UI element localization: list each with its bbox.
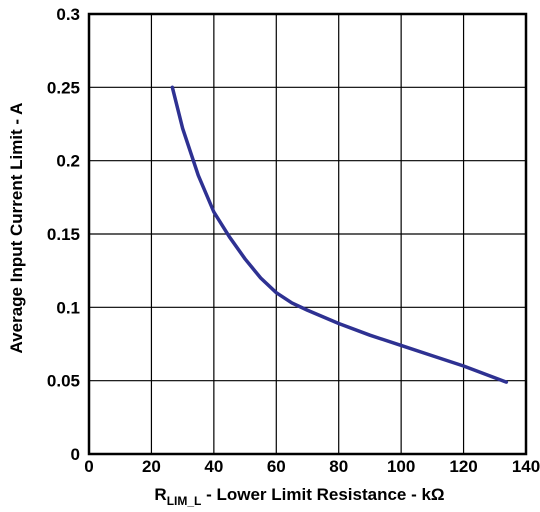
y-tick-label: 0 (71, 445, 80, 464)
x-axis-title: RLIM_L - Lower Limit Resistance - kΩ (154, 485, 444, 508)
y-axis-title: Average Input Current Limit - A (7, 103, 26, 354)
y-tick-label: 0.1 (56, 298, 80, 317)
x-tick-label: 120 (449, 457, 477, 476)
y-tick-label: 0.05 (47, 372, 80, 391)
grid-lines (89, 14, 526, 454)
y-tick-labels: 0 0.05 0.1 0.15 0.2 0.25 0.3 (47, 5, 80, 464)
x-tick-label: 0 (84, 457, 93, 476)
y-tick-label: 0.3 (56, 5, 80, 24)
plot-frame (87, 12, 528, 456)
x-tick-label: 60 (267, 457, 286, 476)
y-tick-label: 0.15 (47, 225, 80, 244)
series-layer (170, 85, 509, 384)
series-line (170, 85, 509, 384)
x-tick-label: 100 (387, 457, 415, 476)
x-axis-title-main: R (154, 485, 166, 504)
y-tick-label: 0.2 (56, 152, 80, 171)
x-axis-title-rest: - Lower Limit Resistance - kΩ (201, 485, 444, 504)
x-tick-label: 20 (142, 457, 161, 476)
x-tick-labels: 0 20 40 60 80 100 120 140 (84, 457, 540, 476)
x-tick-label: 140 (512, 457, 540, 476)
x-axis-title-subscript: LIM_L (167, 494, 202, 508)
y-tick-label: 0.25 (47, 78, 80, 97)
x-tick-label: 80 (329, 457, 348, 476)
x-tick-label: 40 (204, 457, 223, 476)
